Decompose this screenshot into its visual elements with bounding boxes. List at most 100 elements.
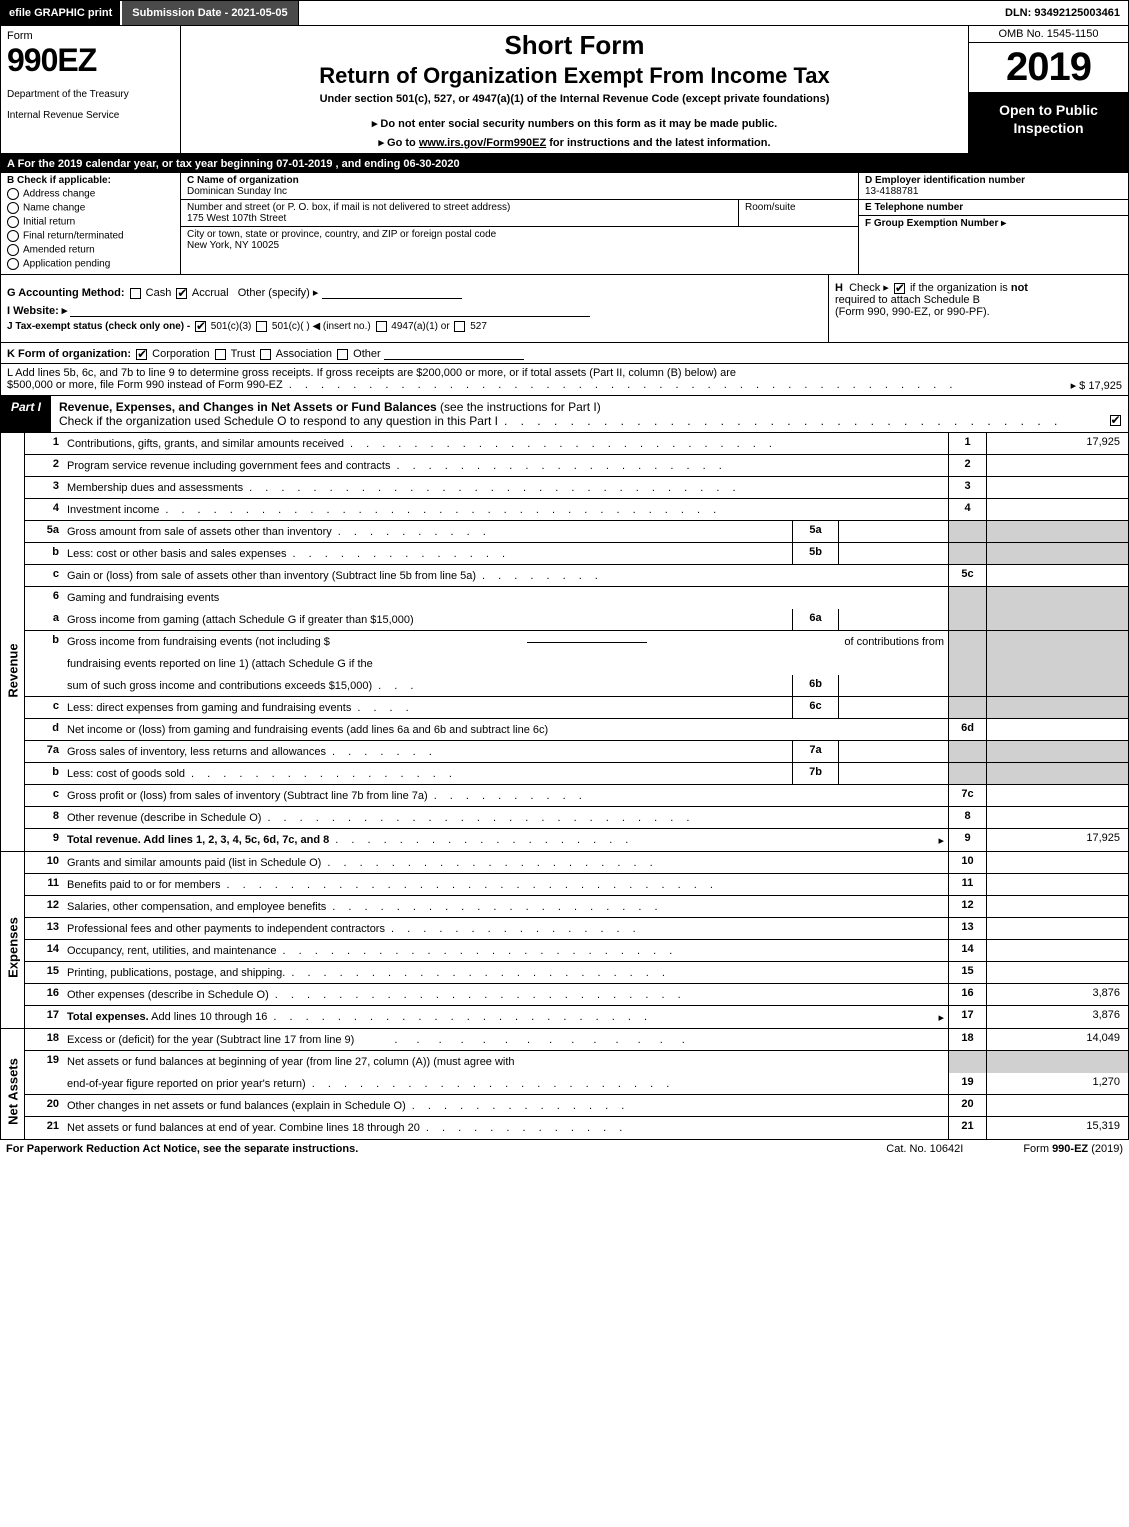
website-input[interactable] (70, 303, 590, 317)
num-16: 16 (948, 984, 986, 1005)
chk-4947[interactable] (376, 321, 387, 332)
num-6-shade (948, 587, 986, 609)
num-12: 12 (948, 896, 986, 917)
line-3: 3 Membership dues and assessments. . . .… (25, 477, 1128, 499)
num-2: 2 (948, 455, 986, 476)
f-label: F Group Exemption Number ▸ (865, 218, 1006, 229)
chk-trust[interactable] (215, 349, 226, 360)
g-other-specify[interactable] (322, 285, 462, 299)
j-501c: 501(c)( ) ◀ (insert no.) (272, 321, 371, 332)
amt-6b-shade (986, 631, 1128, 653)
chk-name-change[interactable]: Name change (7, 202, 174, 214)
h-line3: (Form 990, 990-EZ, or 990-PF). (835, 306, 1122, 318)
part1-dots: . . . . . . . . . . . . . . . . . . . . … (498, 414, 1094, 428)
revenue-lines: 1 Contributions, gifts, grants, and simi… (25, 433, 1128, 851)
chk-527[interactable] (454, 321, 465, 332)
g-row: G Accounting Method: Cash Accrual Other … (7, 285, 822, 299)
desc-8: Other revenue (describe in Schedule O) (67, 812, 261, 824)
org-name-row: C Name of organization Dominican Sunday … (181, 173, 858, 200)
chk-501c3[interactable] (195, 321, 206, 332)
line-7b: b Less: cost of goods sold. . . . . . . … (25, 763, 1128, 785)
h-line2: required to attach Schedule B (835, 294, 1122, 306)
part1-header: Part I Revenue, Expenses, and Changes in… (0, 396, 1129, 433)
part1-title-rest: (see the instructions for Part I) (437, 400, 601, 414)
section-c: C Name of organization Dominican Sunday … (181, 173, 858, 274)
arrow-17: ▸ (938, 1011, 944, 1024)
desc-5a: Gross amount from sale of assets other t… (67, 526, 332, 538)
addr-label: Number and street (or P. O. box, if mail… (187, 202, 510, 213)
num-5c: 5c (948, 565, 986, 586)
num-7a-shade (948, 741, 986, 762)
desc-17: Total expenses. Add lines 10 through 16 (67, 1011, 267, 1023)
amt-2 (986, 455, 1128, 476)
desc-7c: Gross profit or (loss) from sales of inv… (67, 790, 428, 802)
chk-501c[interactable] (256, 321, 267, 332)
num-13: 13 (948, 918, 986, 939)
desc-18: Excess or (deficit) for the year (Subtra… (67, 1034, 354, 1046)
header-left: Form 990EZ Department of the Treasury In… (1, 26, 181, 153)
subamt-5a (838, 521, 948, 542)
chk-final-return[interactable]: Final return/terminated (7, 230, 174, 242)
line-9: 9 Total revenue. Add lines 1, 2, 3, 4, 5… (25, 829, 1128, 851)
k-other-specify[interactable] (384, 346, 524, 360)
fundraising-amount-blank[interactable] (527, 642, 647, 643)
g-accrual: Accrual (192, 287, 229, 299)
amt-3 (986, 477, 1128, 498)
num-20: 20 (948, 1095, 986, 1116)
line-19b: end-of-year figure reported on prior yea… (25, 1073, 1128, 1095)
g-label: G Accounting Method: (7, 287, 125, 299)
chk-amended-return[interactable]: Amended return (7, 244, 174, 256)
num-9: 9 (948, 829, 986, 851)
chk-corporation[interactable] (136, 349, 147, 360)
num-15: 15 (948, 962, 986, 983)
line-14: 14 Occupancy, rent, utilities, and maint… (25, 940, 1128, 962)
chk-cash[interactable] (130, 288, 141, 299)
num-6b-shade (948, 631, 986, 653)
desc-5b: Less: cost or other basis and sales expe… (67, 548, 287, 560)
chk-accrual[interactable] (176, 288, 187, 299)
l-text2: $500,000 or more, file Form 990 instead … (7, 379, 283, 392)
submission-date-button[interactable]: Submission Date - 2021-05-05 (120, 1, 298, 25)
amt-20 (986, 1095, 1128, 1116)
k-other: Other (353, 348, 381, 360)
desc-6d: Net income or (loss) from gaming and fun… (67, 724, 548, 736)
chk-application-pending[interactable]: Application pending (7, 258, 174, 270)
j-row: J Tax-exempt status (check only one) - 5… (7, 321, 822, 332)
desc-19a: Net assets or fund balances at beginning… (67, 1056, 515, 1068)
line-20: 20 Other changes in net assets or fund b… (25, 1095, 1128, 1117)
j-4947: 4947(a)(1) or (391, 321, 449, 332)
city-row: City or town, state or province, country… (181, 227, 858, 253)
k-corp: Corporation (152, 348, 209, 360)
desc-13: Professional fees and other payments to … (67, 923, 385, 935)
cat-no: Cat. No. 10642I (886, 1143, 1023, 1155)
chk-other[interactable] (337, 349, 348, 360)
line-7a: 7a Gross sales of inventory, less return… (25, 741, 1128, 763)
line-15: 15 Printing, publications, postage, and … (25, 962, 1128, 984)
telephone-block: E Telephone number (859, 200, 1128, 216)
j-527: 527 (470, 321, 487, 332)
net-assets-sidelabel: Net Assets (1, 1029, 25, 1139)
line-1: 1 Contributions, gifts, grants, and simi… (25, 433, 1128, 455)
amt-10 (986, 852, 1128, 873)
num-7b-shade (948, 763, 986, 784)
desc-16: Other expenses (describe in Schedule O) (67, 989, 269, 1001)
chk-address-change[interactable]: Address change (7, 188, 174, 200)
desc-6: Gaming and fundraising events (67, 592, 219, 604)
chk-h[interactable] (894, 283, 905, 294)
street-address: 175 West 107th Street (187, 213, 286, 224)
num-5a-shade (948, 521, 986, 542)
chk-association[interactable] (260, 349, 271, 360)
chk-initial-return[interactable]: Initial return (7, 216, 174, 228)
city-label: City or town, state or province, country… (187, 229, 496, 240)
dept-irs: Internal Revenue Service (7, 110, 174, 121)
sub-5a: 5a (792, 521, 838, 542)
room-suite: Room/suite (738, 200, 858, 226)
expenses-sidelabel: Expenses (1, 852, 25, 1028)
num-6b3-shade (948, 675, 986, 696)
num-11: 11 (948, 874, 986, 895)
chk-part1-scho[interactable] (1110, 415, 1121, 426)
amt-6c-shade (986, 697, 1128, 718)
k-assoc: Association (276, 348, 332, 360)
l-row: L Add lines 5b, 6c, and 7b to line 9 to … (0, 364, 1129, 396)
irs-link[interactable]: www.irs.gov/Form990EZ (419, 137, 546, 149)
